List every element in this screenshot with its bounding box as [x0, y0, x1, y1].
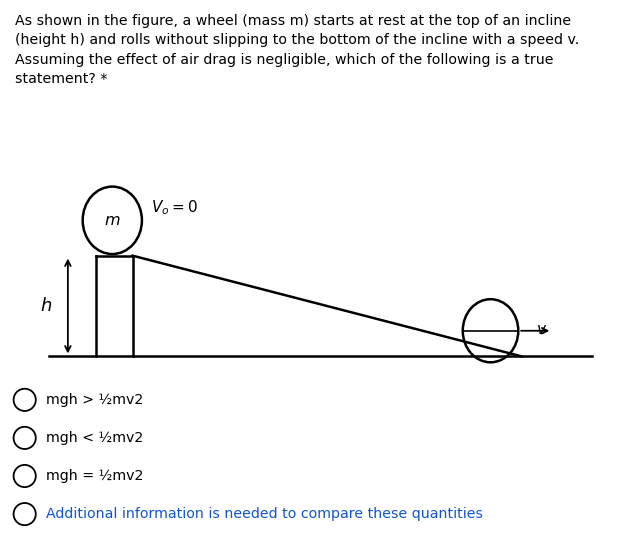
Text: mgh = ½mv2: mgh = ½mv2	[46, 469, 144, 483]
Text: As shown in the figure, a wheel (mass m) starts at rest at the top of an incline: As shown in the figure, a wheel (mass m)…	[15, 14, 580, 86]
Text: v: v	[537, 322, 546, 337]
Text: Additional information is needed to compare these quantities: Additional information is needed to comp…	[46, 507, 483, 521]
Text: mgh > ½mv2: mgh > ½mv2	[46, 393, 144, 407]
Text: h: h	[41, 297, 52, 316]
Text: $V_o = 0$: $V_o = 0$	[151, 199, 198, 217]
Text: m: m	[104, 213, 120, 228]
Text: mgh < ½mv2: mgh < ½mv2	[46, 431, 144, 445]
